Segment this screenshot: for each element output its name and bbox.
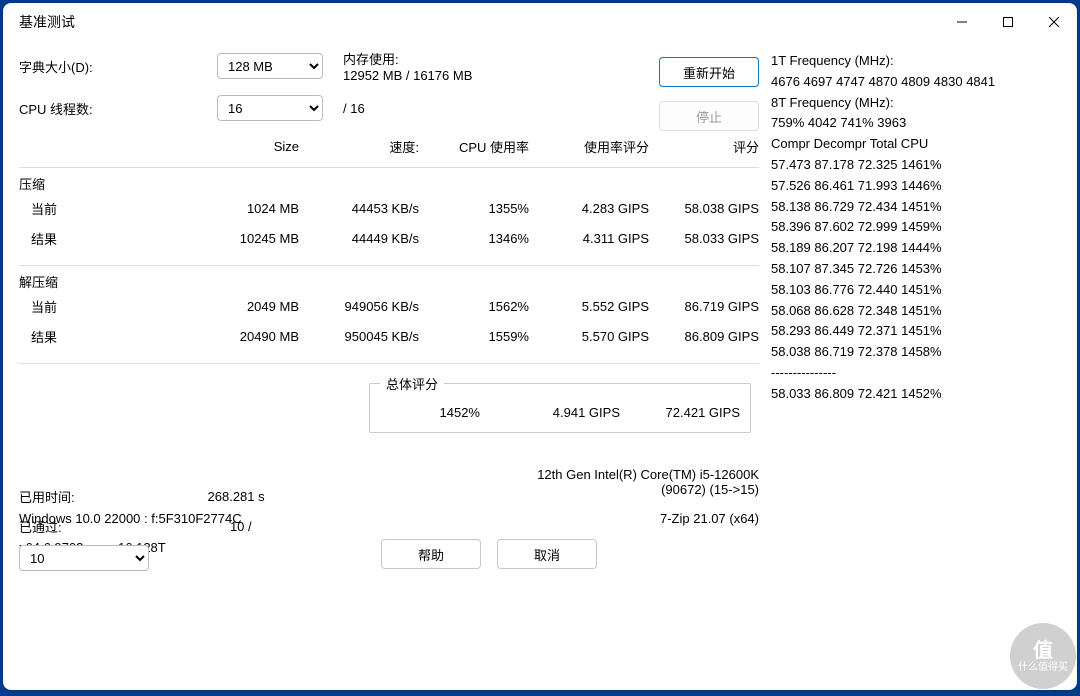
total-rating: 72.421 GIPS: [620, 405, 740, 420]
total-fieldset: 总体评分 1452% 4.941 GIPS 72.421 GIPS: [369, 374, 751, 433]
stats-row: 57.526 86.461 71.993 1446%: [771, 176, 1061, 197]
cpu-name: 12th Gen Intel(R) Core(TM) i5-12600K: [537, 467, 759, 482]
passed-value: 10 /: [132, 519, 252, 534]
stats-row: 58.068 86.628 72.348 1451%: [771, 301, 1061, 322]
total-cpu: 1452%: [380, 405, 480, 420]
restart-button[interactable]: 重新开始: [659, 57, 759, 87]
compress-label: 压缩: [19, 174, 759, 193]
stats-sep: ---------------: [771, 363, 1061, 384]
cpu-info: (90672) (15->15): [537, 482, 759, 497]
stats-columns: Compr Decompr Total CPU: [771, 134, 1061, 155]
total-rating-cpu: 4.941 GIPS: [480, 405, 620, 420]
stop-button: 停止: [659, 101, 759, 131]
table-row: 结果 10245 MB 44449 KB/s 1346% 4.311 GIPS …: [19, 223, 759, 253]
dict-size-select[interactable]: 128 MB: [217, 53, 323, 79]
freq8-label: 8T Frequency (MHz):: [771, 93, 1061, 114]
elapsed-label: 已用时间:: [19, 487, 75, 506]
cancel-button[interactable]: 取消: [497, 539, 597, 569]
col-speed: 速度:: [299, 137, 419, 156]
stats-row: 58.107 87.345 72.726 1453%: [771, 259, 1061, 280]
stats-row: 57.473 87.178 72.325 1461%: [771, 155, 1061, 176]
col-rating: 评分: [649, 137, 759, 156]
table-row: 当前 1024 MB 44453 KB/s 1355% 4.283 GIPS 5…: [19, 193, 759, 223]
time-panel: 已用时间: 268.281 s 已通过: 10 / 10: [19, 481, 359, 571]
freq8-values: 759% 4042 741% 3963: [771, 113, 1061, 134]
table-row: 当前 2049 MB 949056 KB/s 1562% 5.552 GIPS …: [19, 291, 759, 321]
table-row: 结果 20490 MB 950045 KB/s 1559% 5.570 GIPS…: [19, 321, 759, 351]
window-title: 基准测试: [19, 12, 939, 32]
threads-label: CPU 线程数:: [19, 99, 217, 118]
freq1-label: 1T Frequency (MHz):: [771, 51, 1061, 72]
app-info: 7-Zip 21.07 (x64): [660, 511, 759, 526]
titlebar: 基准测试: [3, 3, 1077, 41]
dict-size-label: 字典大小(D):: [19, 57, 217, 76]
col-cpu: CPU 使用率: [419, 137, 529, 156]
watermark-badge: 值值 什么值得买什么值得买: [1010, 623, 1076, 689]
freq1-values: 4676 4697 4747 4870 4809 4830 4841: [771, 72, 1061, 93]
stats-row: 58.138 86.729 72.434 1451%: [771, 197, 1061, 218]
threads-select[interactable]: 16: [217, 95, 323, 121]
col-size: Size: [179, 139, 299, 154]
maximize-button[interactable]: [985, 3, 1031, 41]
passes-select[interactable]: 10: [19, 545, 149, 571]
stats-row: 58.396 87.602 72.999 1459%: [771, 217, 1061, 238]
stats-panel: 1T Frequency (MHz): 4676 4697 4747 4870 …: [771, 51, 1061, 678]
close-button[interactable]: [1031, 3, 1077, 41]
stats-final: 58.033 86.809 72.421 1452%: [771, 384, 1061, 405]
elapsed-value: 268.281 s: [145, 489, 265, 504]
results-table: Size 速度: CPU 使用率 使用率评分 评分 压缩 当前 1024 MB …: [19, 131, 759, 370]
stats-row: 58.038 86.719 72.378 1458%: [771, 342, 1061, 363]
threads-of: / 16: [343, 101, 365, 116]
benchmark-window: 基准测试 重新开始 停止 字典大小(D): 128 MB 内存使用: 12952…: [3, 3, 1077, 690]
stats-row: 58.189 86.207 72.198 1444%: [771, 238, 1061, 259]
mem-label: 内存使用:: [343, 49, 472, 68]
stats-row: 58.103 86.776 72.440 1451%: [771, 280, 1061, 301]
passed-label: 已通过:: [19, 517, 62, 536]
decompress-label: 解压缩: [19, 272, 759, 291]
total-legend: 总体评分: [380, 374, 444, 393]
help-button[interactable]: 帮助: [381, 539, 481, 569]
stats-row: 58.293 86.449 72.371 1451%: [771, 321, 1061, 342]
minimize-button[interactable]: [939, 3, 985, 41]
col-rating-cpu: 使用率评分: [529, 137, 649, 156]
main-panel: 重新开始 停止 字典大小(D): 128 MB 内存使用: 12952 MB /…: [19, 51, 759, 678]
